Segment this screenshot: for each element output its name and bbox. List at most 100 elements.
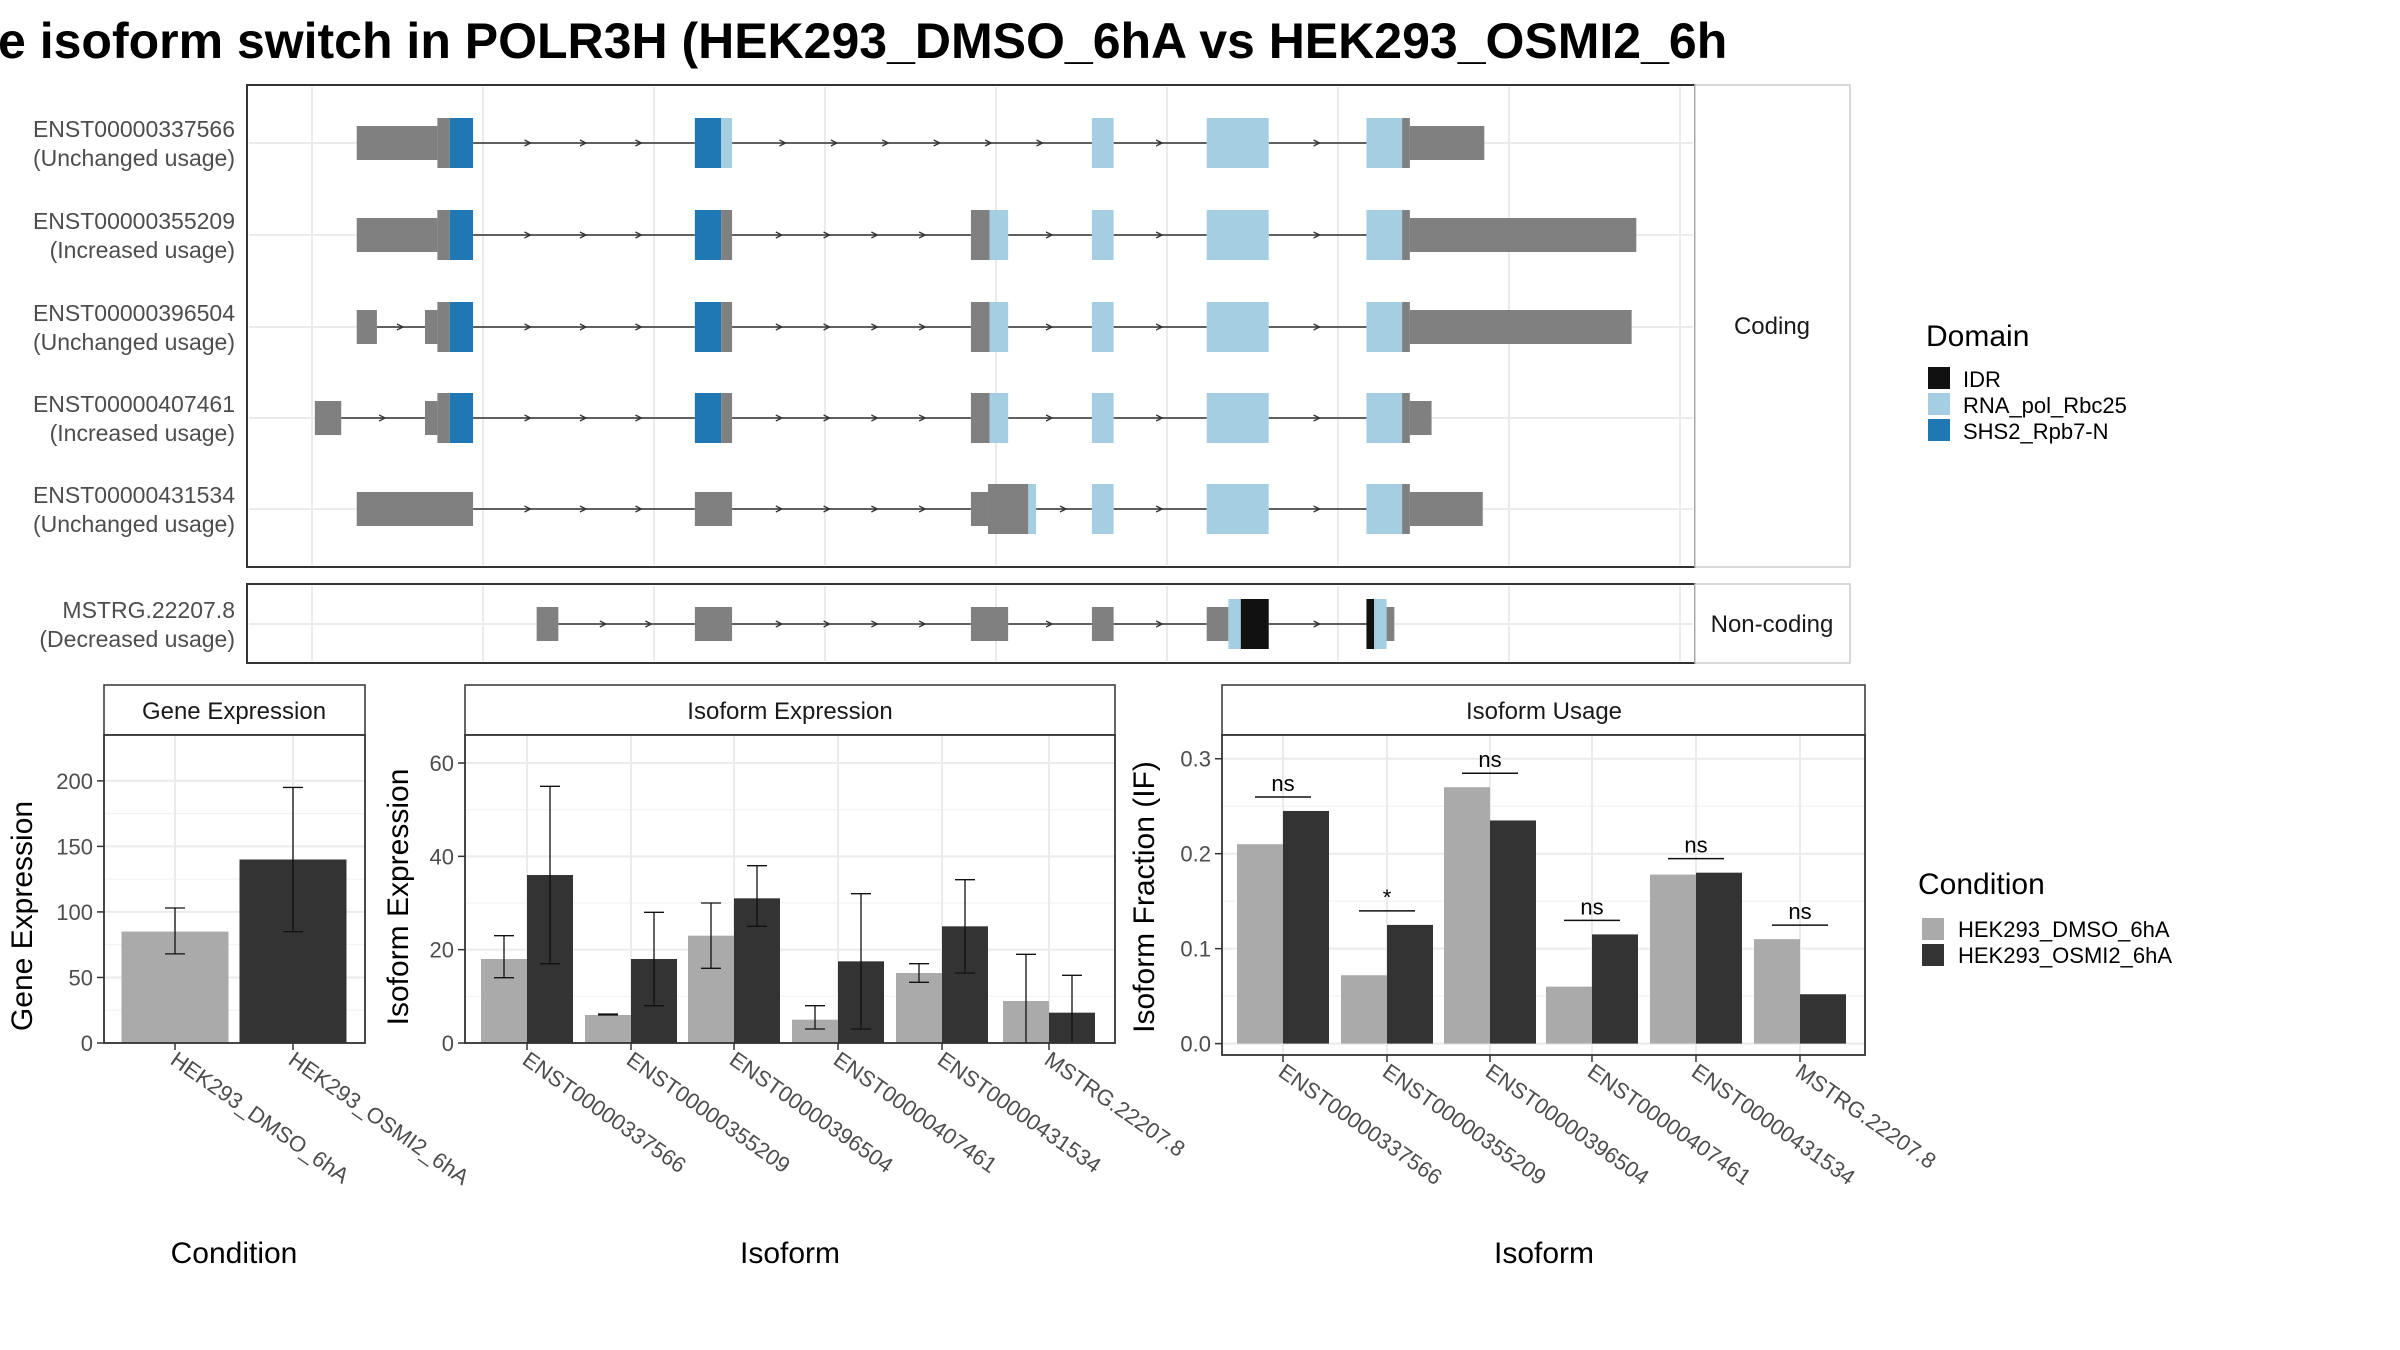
isoform-usage-chart: Isoform Usage Isoform Isoform Fraction (… (1128, 684, 1941, 1270)
exon-utr (1409, 492, 1483, 526)
y-tick-label: 0.2 (1180, 842, 1211, 867)
intron-arrow (1155, 139, 1164, 147)
exon-shs2-rpb7-n (694, 118, 722, 168)
isoform-expression-y-title: Isoform Expression (382, 769, 415, 1026)
intron-arrow (378, 414, 387, 422)
transcript-track-enst00000431534: ENST00000431534 (Unchanged usage) (33, 482, 1483, 537)
y-tick-label: 0.3 (1180, 747, 1211, 772)
exon-utr (970, 607, 1009, 641)
bar-enst00000355209-hek293-dmso-6ha (585, 1015, 631, 1043)
exon-rna-pol-rbc25 (989, 393, 1009, 443)
intron-arrow (1059, 505, 1068, 513)
transcript-track-enst00000407461: ENST00000407461 (Increased usage) (33, 391, 1432, 446)
y-tick-label: 0 (442, 1031, 454, 1056)
bar-enst00000396504-hek293-dmso-6ha (1444, 787, 1490, 1044)
intron-arrow (984, 139, 993, 147)
transcript-track-enst00000337566: ENST00000337566 (Unchanged usage) (33, 116, 1485, 171)
legend-label-idr: IDR (1963, 367, 2001, 392)
y-tick-label: 20 (430, 938, 454, 963)
exon-shs2-rpb7-n (694, 210, 722, 260)
intron-arrow (635, 414, 643, 422)
exon-cds (437, 302, 450, 352)
intron-arrow (871, 323, 879, 331)
transcript-tracks: ENST00000337566(Unchanged usage)ENST0000… (33, 116, 1637, 652)
y-tick-label: 0.1 (1180, 937, 1211, 962)
isoform-expression-strip-title: Isoform Expression (687, 698, 892, 725)
exon-cds (970, 302, 990, 352)
exon-idr (1240, 599, 1269, 649)
exon-rna-pol-rbc25 (1366, 118, 1403, 168)
transcript-id: ENST00000337566 (33, 116, 235, 142)
exon-shs2-rpb7-n (694, 393, 722, 443)
intron-arrow (871, 505, 879, 513)
intron-arrow (823, 323, 832, 331)
exon-cds (721, 393, 733, 443)
exon-cds (721, 302, 733, 352)
bar-enst00000396504-hek293-osmi2-6ha (1490, 820, 1536, 1044)
exon-idr (1366, 599, 1375, 649)
exon-rna-pol-rbc25 (1091, 393, 1114, 443)
bar-enst00000431534-hek293-osmi2-6ha (1696, 872, 1742, 1044)
intron-arrow (918, 620, 927, 628)
exon-utr (1091, 607, 1114, 641)
transcript-usage: (Unchanged usage) (33, 329, 235, 355)
condition-legend: Condition HEK293_DMSO_6hA HEK293_OSMI2_6… (1918, 868, 2172, 968)
intron-arrow (635, 231, 643, 239)
intron-arrow (1155, 323, 1164, 331)
bar-enst00000431534-hek293-dmso-6ha (896, 973, 942, 1043)
intron-arrow (1155, 414, 1164, 422)
intron-arrow (823, 505, 832, 513)
transcript-usage: (Unchanged usage) (33, 145, 235, 171)
exon-cds (437, 393, 450, 443)
exon-utr (356, 126, 438, 160)
significance-label: ns (1271, 771, 1294, 796)
transcript-usage: (Increased usage) (50, 237, 235, 263)
exon-utr (1409, 126, 1485, 160)
coding-strip-label: Coding (1734, 313, 1810, 340)
y-tick-label: 100 (56, 900, 93, 925)
exon-cds (1402, 302, 1410, 352)
intron-arrow (1045, 323, 1054, 331)
transcript-id: ENST00000355209 (33, 208, 235, 234)
transcript-track-mstrg-22207-8: MSTRG.22207.8 (Decreased usage) (39, 597, 1395, 652)
exon-rna-pol-rbc25 (1366, 393, 1403, 443)
isoform-usage-y-title: Isoform Fraction (IF) (1128, 761, 1161, 1033)
exon-utr (314, 401, 342, 435)
exon-utr (424, 310, 438, 344)
intron-arrow (1313, 231, 1322, 239)
exon-utr (1206, 607, 1229, 641)
bar-enst00000355209-hek293-osmi2-6ha (1387, 924, 1433, 1044)
gene-expression-chart: Gene Expression Condition Gene Expressio… (6, 684, 474, 1270)
intron-arrow (881, 139, 890, 147)
transcript-id: ENST00000431534 (33, 482, 235, 508)
isoform-usage-strip (1221, 684, 1866, 736)
transcript-id: MSTRG.22207.8 (62, 597, 235, 623)
exon-rna-pol-rbc25 (1091, 484, 1114, 534)
bar-mstrg-22207-8-hek293-osmi2-6ha (1800, 994, 1846, 1044)
exon-cds (1402, 118, 1410, 168)
intron-arrow (1155, 505, 1164, 513)
bar-enst00000407461-hek293-dmso-6ha (1546, 986, 1592, 1044)
exon-utr (1386, 607, 1395, 641)
legend-swatch-dmso (1922, 918, 1944, 940)
exon-rna-pol-rbc25 (1091, 118, 1114, 168)
significance-label: ns (1788, 899, 1811, 924)
exon-rna-pol-rbc25 (1374, 599, 1387, 649)
exon-rna-pol-rbc25 (989, 210, 1009, 260)
significance-label: ns (1684, 833, 1707, 858)
y-tick-label: 60 (430, 751, 454, 776)
exon-rna-pol-rbc25 (989, 302, 1009, 352)
isoform-expression-chart: Isoform Expression Isoform Isoform Expre… (382, 684, 1190, 1270)
isoform-expression-strip (464, 684, 1116, 736)
intron-arrow (918, 505, 927, 513)
exon-rna-pol-rbc25 (1206, 210, 1269, 260)
exon-shs2-rpb7-n (694, 302, 722, 352)
legend-label-rna-pol-rbc25: RNA_pol_Rbc25 (1963, 393, 2127, 418)
intron-arrow (635, 505, 643, 513)
isoform-usage-x-title: Isoform (1494, 1237, 1594, 1270)
intron-arrow (871, 414, 879, 422)
exon-shs2-rpb7-n (449, 118, 474, 168)
intron-arrow (579, 323, 588, 331)
exon-utr (1409, 218, 1637, 252)
gene-expression-strip (103, 684, 366, 736)
